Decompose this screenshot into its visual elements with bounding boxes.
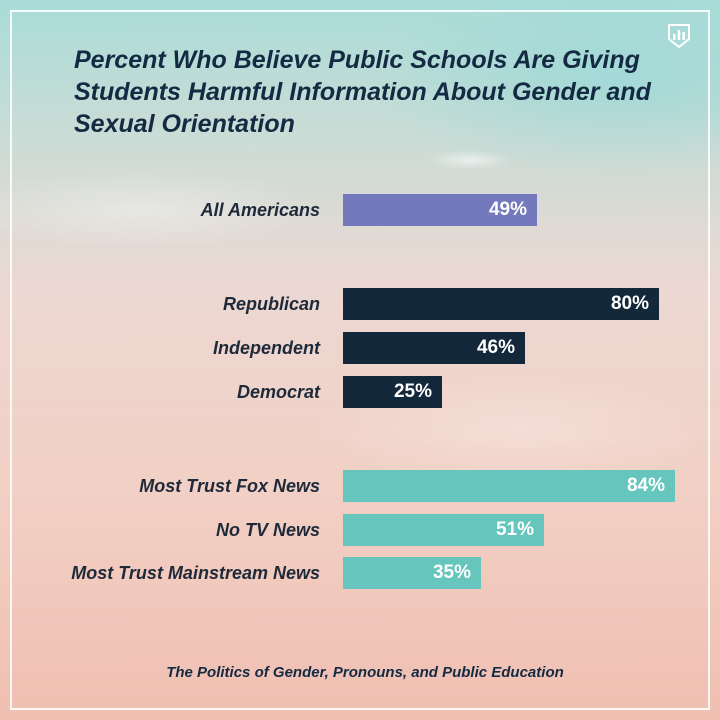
chart-title: Percent Who Believe Public Schools Are G…	[74, 46, 651, 138]
category-label-republican: Republican	[222, 294, 320, 314]
data-label-most-trust-mainstream-news: 35%	[432, 562, 471, 583]
bar-all-americans: 49%	[343, 194, 537, 226]
data-label-republican: 80%	[610, 293, 649, 314]
category-label-democrat: Democrat	[236, 382, 320, 402]
category-label-most-trust-fox-news: Most Trust Fox News	[139, 476, 320, 496]
bar-independent: 46%	[343, 332, 525, 364]
data-label-all-americans: 49%	[488, 199, 527, 220]
bar-no-tv-news: 51%	[343, 514, 544, 546]
category-label-all-americans: All Americans	[200, 200, 320, 220]
category-label-independent: Independent	[213, 338, 320, 358]
category-label-no-tv-news: No TV News	[215, 520, 320, 540]
bar-most-trust-fox-news: 84%	[343, 470, 675, 502]
category-label-most-trust-mainstream-news: Most Trust Mainstream News	[71, 563, 320, 583]
data-label-democrat: 25%	[393, 381, 432, 402]
bar-democrat: 25%	[343, 376, 442, 408]
bar-most-trust-mainstream-news: 35%	[343, 557, 481, 589]
data-label-no-tv-news: 51%	[495, 519, 534, 540]
bar-chart-shield-icon	[668, 24, 690, 48]
white-frame	[10, 10, 710, 710]
data-label-independent: 46%	[476, 337, 515, 358]
bar-republican: 80%	[343, 288, 659, 320]
footer-caption: The Politics of Gender, Pronouns, and Pu…	[166, 664, 564, 681]
data-label-most-trust-fox-news: 84%	[626, 475, 665, 496]
